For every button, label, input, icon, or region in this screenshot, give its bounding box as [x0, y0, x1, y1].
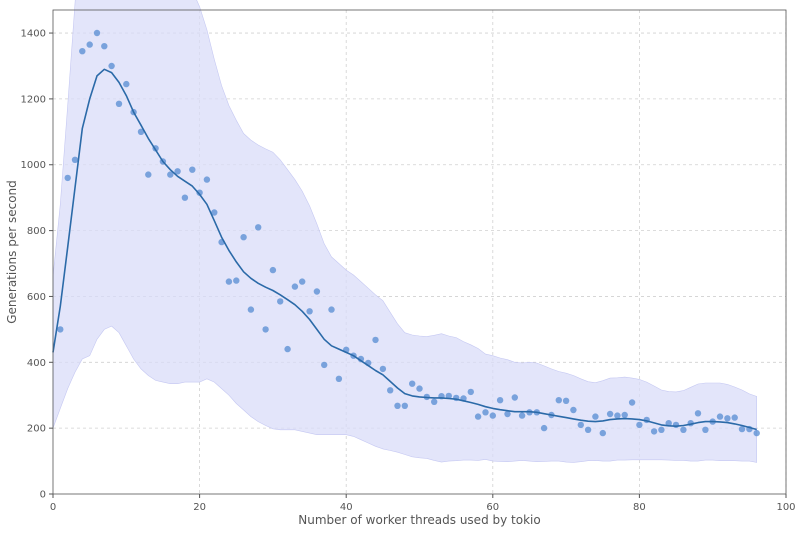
data-point [240, 234, 247, 241]
x-tick-label: 60 [486, 502, 499, 513]
data-point [738, 425, 746, 433]
data-point [416, 385, 423, 392]
data-point [79, 48, 86, 55]
data-point [306, 308, 313, 315]
y-axis-label: Generations per second [5, 180, 19, 324]
data-point [409, 380, 416, 387]
y-tick-label: 1000 [21, 160, 46, 171]
data-point [328, 306, 335, 313]
data-point [372, 336, 379, 344]
data-point [299, 278, 306, 285]
data-point [636, 421, 643, 429]
data-point [57, 326, 64, 333]
data-point [496, 397, 504, 404]
plot-frame [52, 9, 787, 495]
data-point [123, 80, 130, 88]
y-tick-label: 1400 [21, 29, 46, 40]
data-point [511, 394, 518, 401]
x-axis-ticks: 0 20 40 60 80 100 [50, 494, 796, 513]
y-tick-label: 200 [27, 424, 46, 435]
data-point [269, 266, 277, 274]
data-point [196, 189, 203, 196]
x-tick-label: 20 [193, 502, 206, 513]
data-point [672, 421, 680, 429]
data-point [731, 414, 738, 421]
data-point [753, 429, 760, 437]
data-point [181, 194, 189, 201]
confidence-band [52, 0, 757, 463]
smoothed-line [52, 68, 757, 431]
data-point [357, 355, 365, 363]
data-point [504, 410, 511, 418]
data-point [255, 224, 262, 231]
data-point [321, 361, 328, 369]
data-point [431, 398, 438, 405]
data-point [680, 426, 687, 433]
data-point [394, 402, 401, 409]
y-tick-label: 1200 [21, 94, 46, 105]
data-point [467, 388, 474, 396]
data-point [628, 399, 636, 406]
data-point [724, 415, 731, 422]
data-point [562, 397, 570, 404]
data-point [115, 100, 123, 108]
data-point [540, 424, 548, 432]
data-point [93, 29, 101, 37]
data-point [387, 387, 394, 394]
data-point [167, 171, 174, 178]
data-point [174, 168, 181, 175]
y-tick-label: 600 [27, 292, 46, 303]
data-point [606, 410, 614, 418]
x-tick-label: 40 [340, 502, 353, 513]
data-point [262, 326, 269, 333]
data-point [233, 277, 240, 284]
y-tick-label: 0 [40, 490, 46, 501]
data-point [518, 412, 526, 419]
x-tick-label: 100 [776, 502, 795, 513]
data-point [379, 365, 387, 373]
data-point [86, 41, 93, 48]
data-point [335, 375, 343, 382]
data-point [702, 426, 709, 433]
data-point [189, 166, 196, 173]
data-point [71, 156, 79, 163]
data-point [247, 306, 255, 313]
data-point [592, 413, 599, 420]
data-point [658, 426, 665, 433]
data-point [64, 174, 71, 182]
data-point [489, 412, 496, 419]
data-point [145, 171, 152, 178]
data-point [101, 43, 108, 50]
data-point [108, 62, 115, 70]
data-point [599, 429, 606, 437]
data-point [284, 345, 291, 353]
data-point [401, 402, 408, 409]
data-point [716, 413, 724, 420]
data-point [694, 410, 702, 417]
data-point [614, 412, 621, 419]
data-point [203, 176, 211, 183]
data-point [621, 411, 628, 419]
x-axis-label: Number of worker threads used by tokio [298, 513, 540, 527]
data-point [445, 392, 452, 400]
data-point [555, 397, 562, 404]
data-point [211, 209, 218, 216]
y-tick-label: 400 [27, 358, 46, 369]
x-tick-label: 80 [633, 502, 646, 513]
data-point [137, 128, 145, 135]
data-point [277, 298, 284, 305]
x-tick-label: 0 [50, 502, 56, 513]
data-point [482, 409, 489, 416]
data-point [577, 421, 584, 429]
data-point [225, 278, 233, 285]
data-point [570, 406, 577, 414]
data-point [474, 413, 482, 420]
data-point [584, 426, 592, 433]
y-tick-label: 800 [27, 226, 46, 237]
data-point [650, 428, 658, 435]
y-axis-ticks: 0 200 400 600 800 1000 1200 1400 [21, 29, 53, 501]
data-point [291, 283, 299, 290]
data-point [313, 288, 321, 295]
